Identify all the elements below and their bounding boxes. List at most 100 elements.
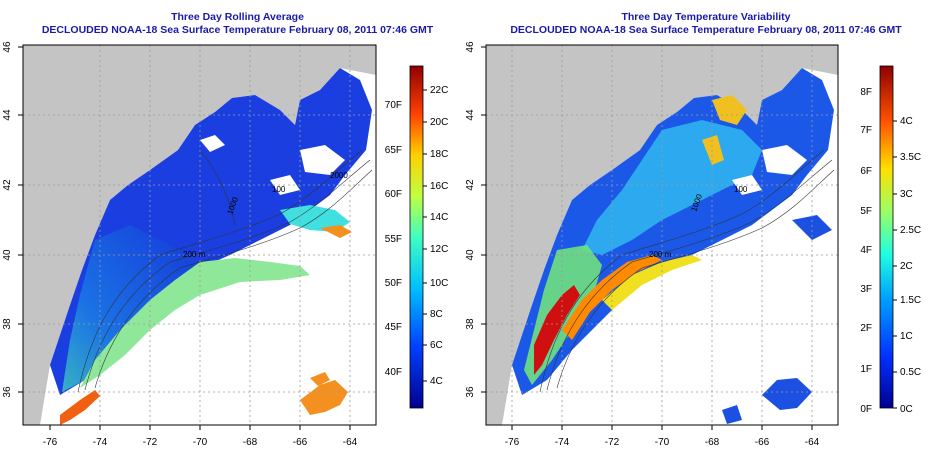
right-x-tick: -74 [555,437,570,448]
colorbar-c-label: 2.5C [900,225,921,236]
left-y-axis: 36 38 40 42 44 46 [2,41,23,398]
colorbar-c-label: 3C [900,189,913,200]
right-y-tick: 46 [465,41,476,53]
right-variability-high-red [534,285,580,375]
right-map-svg: 200 m 100 1000 -76 -74 -72 -70 -68 -66 -… [465,41,921,448]
colorbar-f-label: 65F [385,145,402,156]
right-y-tick: 40 [465,249,476,261]
right-contour-label-100: 100 [734,185,748,194]
right-offshore-patches [722,215,832,424]
right-y-tick: 44 [465,109,476,121]
right-map-panel: Three Day Temperature Variability DECLOU… [462,0,950,475]
left-x-tick: -64 [343,437,358,448]
colorbar-c-label: 18C [430,149,448,160]
colorbar-c-label: 22C [430,85,448,96]
left-x-tick: -66 [293,437,308,448]
colorbar-f-label: 40F [385,367,402,378]
left-x-tick: -74 [93,437,108,448]
left-x-tick: -76 [43,437,58,448]
left-contour-label-200m: 200 m [183,250,206,259]
left-colorbar-f-labels: 40F 45F 50F 55F 60F 65F 70F [385,100,402,378]
left-x-axis: -76 -74 -72 -70 -68 -66 -64 [43,425,358,448]
right-colorbar-f-labels: 0F 1F 2F 3F 4F 5F 6F 7F 8F [860,87,872,415]
right-x-tick: -66 [755,437,770,448]
colorbar-f-label: 50F [385,278,402,289]
right-x-tick: -68 [705,437,720,448]
left-sst-gulf-stream [60,390,100,425]
right-no-data-patches [732,145,807,195]
left-map-panel: Three Day Rolling Average DECLOUDED NOAA… [2,11,448,448]
colorbar-c-label: 16C [430,181,448,192]
colorbar-f-label: 70F [385,100,402,111]
left-contour-label-2000: 2000 [330,171,348,180]
left-sst-cyan-patch [280,205,350,232]
left-x-tick: -68 [243,437,258,448]
colorbar-f-label: 6F [860,166,872,177]
colorbar-c-label: 6C [430,340,443,351]
colorbar-c-label: 4C [900,116,913,127]
left-sst-warm-eddies [300,225,352,415]
left-map-subtitle: DECLOUDED NOAA-18 Sea Surface Temperatur… [41,24,434,36]
right-map-subtitle: DECLOUDED NOAA-18 Sea Surface Temperatur… [510,24,902,36]
colorbar-c-label: 8C [430,309,443,320]
left-x-tick: -72 [143,437,158,448]
right-colorbar-c-labels: 0C 0.5C 1C 1.5C 2C 2.5C 3C 3.5C 4C [893,116,921,415]
colorbar-c-label: 3.5C [900,152,921,163]
right-x-tick: -64 [805,437,820,448]
right-gridlines [486,45,838,425]
left-gridlines [23,45,376,425]
left-no-data-patches [200,135,345,195]
left-map-title: Three Day Rolling Average [171,11,304,23]
left-y-tick: 36 [2,386,13,398]
colorbar-f-label: 60F [385,189,402,200]
colorbar-f-label: 55F [385,234,402,245]
colorbar-c-label: 4C [430,376,443,387]
colorbar-c-label: 14C [430,212,448,223]
left-y-tick: 38 [2,318,13,330]
colorbar-f-label: 45F [385,322,402,333]
colorbar-f-label: 0F [860,404,872,415]
colorbar-f-label: 3F [860,284,872,295]
left-y-tick: 42 [2,179,13,191]
colorbar-c-label: 0C [900,404,913,415]
left-sst-shelf-water [62,225,200,392]
right-colorbar [879,65,894,409]
colorbar-c-label: 20C [430,117,448,128]
right-contour-label-200m: 200 m [649,250,672,259]
colorbar-f-label: 8F [860,87,872,98]
left-sst-slope-water [80,258,310,388]
left-y-tick: 44 [2,109,13,121]
right-map-title: Three Day Temperature Variability [621,11,791,23]
colorbar-c-label: 1.5C [900,295,921,306]
colorbar-f-label: 7F [860,125,872,136]
right-variability-high-orange [562,255,662,340]
right-x-tick: -76 [505,437,520,448]
right-y-tick: 38 [465,318,476,330]
left-x-tick: -70 [193,437,208,448]
colorbar-f-label: 2F [860,323,872,334]
colorbar-c-label: 10C [430,278,448,289]
right-land-mass [486,45,838,425]
colorbar-c-label: 0.5C [900,367,921,378]
right-y-tick: 42 [465,179,476,191]
colorbar-f-label: 4F [860,245,872,256]
colorbar-f-label: 1F [860,364,872,375]
right-x-tick: -72 [605,437,620,448]
colorbar-c-label: 12C [430,244,448,255]
left-colorbar-c-labels: 4C 6C 8C 10C 12C 14C 16C 18C 20C 22C [423,85,448,387]
right-x-tick: -70 [655,437,670,448]
colorbar-c-label: 2C [900,261,913,272]
left-contour-label-100: 100 [272,185,286,194]
right-variability-yellow-streak [602,255,702,310]
left-y-tick: 46 [2,41,13,53]
right-variability-gulf-maine [702,95,747,165]
colorbar-c-label: 1C [900,331,913,342]
left-map-svg: 200 m 100 2000 1000 -76 -74 -72 -70 -68 … [2,41,448,448]
left-y-tick: 40 [2,249,13,261]
left-land-mass [23,45,376,425]
left-colorbar [409,65,424,409]
right-y-axis: 36 38 40 42 44 46 [465,41,486,398]
right-x-axis: -76 -74 -72 -70 -68 -66 -64 [505,425,820,448]
right-y-tick: 36 [465,386,476,398]
colorbar-f-label: 5F [860,206,872,217]
